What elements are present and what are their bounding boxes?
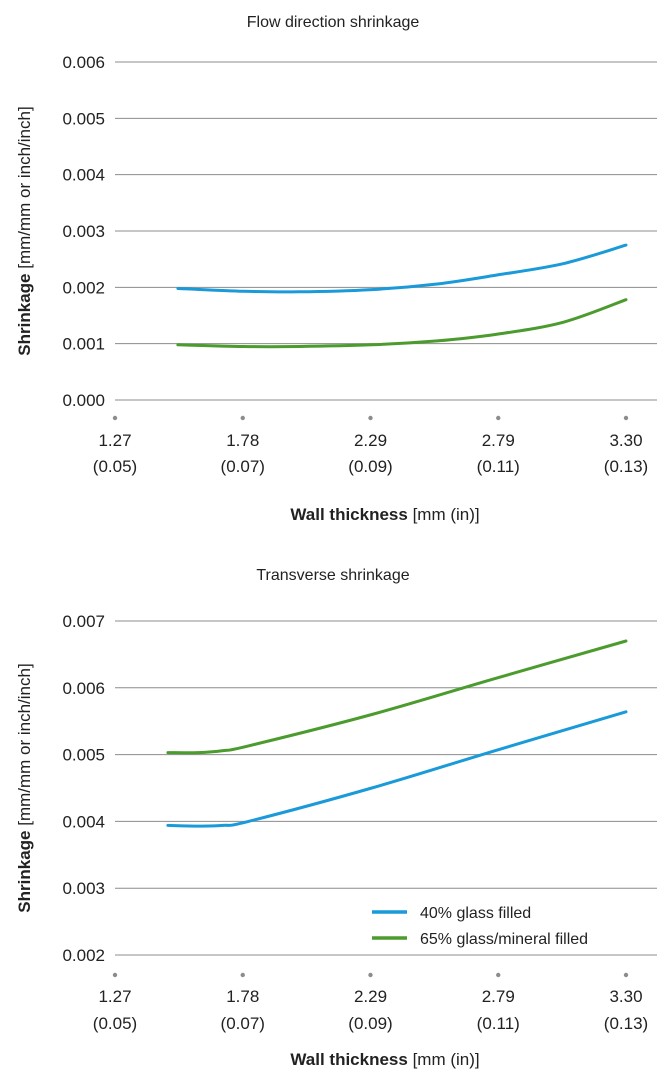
y-tick-label: 0.000 [62,391,105,410]
x-tick-label-mm: 3.30 [609,987,642,1006]
x-tick-mark [623,972,629,978]
chart-title: Transverse shrinkage [256,567,409,584]
series-line-2 [166,639,628,755]
x-tick-label-in: (0.11) [477,1014,520,1033]
x-tick-mark [368,415,373,421]
x-tick-label-in: (0.05) [93,1014,137,1033]
transverse-chart: Transverse shrinkage 0.002 0.003 0.004 0.005… [0,540,667,1077]
series-line-2 [176,298,628,349]
y-tick-label: 0.006 [62,53,105,72]
x-tick-mark [112,972,118,978]
x-tick-label-in: (0.09) [348,457,392,476]
x-tick-mark [240,972,245,978]
x-tick-label-mm: 2.79 [482,987,515,1006]
y-tick-label: 0.005 [62,109,105,128]
x-tick-label-mm: 1.27 [98,987,131,1006]
y-tick-label: 0.002 [62,946,105,965]
y-tick-label: 0.004 [62,812,105,831]
x-tick-label-mm: 1.78 [226,987,259,1006]
y-tick-label: 0.007 [62,612,105,631]
x-tick-label-mm: 2.29 [354,431,387,450]
x-tick-label-mm: 3.30 [609,431,642,450]
y-axis-label: Shrinkage [mm/mm or inch/inch] [15,663,34,912]
x-tick-label-in: (0.07) [221,1014,265,1033]
legend: 40% glass filled 65% glass/mineral filled [372,905,588,948]
series-line-1 [166,710,628,828]
x-tick-mark [496,415,501,421]
x-tick-label-in: (0.09) [348,1014,392,1033]
x-tick-label-in: (0.11) [477,457,520,476]
transverse-chart-svg: Transverse shrinkage 0.002 0.003 0.004 0.005… [15,567,657,1069]
flow-direction-chart-svg: Flow direction shrinkage 0.000 0.001 0.002 0… [15,14,657,524]
y-tick-label: 0.005 [62,746,105,765]
x-tick-label-mm: 1.78 [226,431,259,450]
flow-direction-chart: Flow direction shrinkage 0.000 0.001 0.002 0… [15,14,657,524]
y-tick-label: 0.006 [62,679,105,698]
legend-label-2: 65% glass/mineral filled [420,931,588,948]
x-tick-label-in: (0.07) [221,457,265,476]
x-tick-mark [112,415,118,421]
legend-label-1: 40% glass filled [420,905,531,922]
series-line-1 [176,243,628,294]
y-axis-label: Shrinkage [mm/mm or inch/inch] [15,106,34,355]
y-tick-label: 0.004 [62,166,105,185]
x-tick-mark [623,415,629,421]
x-tick-mark [368,972,373,978]
x-tick-label-mm: 1.27 [98,431,131,450]
x-tick-mark [496,972,501,978]
x-axis-label: Wall thickness [mm (in)] [290,1050,479,1069]
x-tick-mark [240,415,245,421]
chart-title: Flow direction shrinkage [247,14,420,31]
y-tick-label: 0.001 [62,335,105,354]
y-tick-label: 0.002 [62,278,105,297]
x-tick-label-in: (0.05) [93,457,137,476]
x-tick-label-mm: 2.29 [354,987,387,1006]
x-axis-label: Wall thickness [mm (in)] [290,505,479,524]
x-tick-label-in: (0.13) [604,457,648,476]
x-tick-label-in: (0.13) [604,1014,648,1033]
x-tick-label-mm: 2.79 [482,431,515,450]
y-tick-label: 0.003 [62,879,105,898]
y-tick-label: 0.003 [62,222,105,241]
